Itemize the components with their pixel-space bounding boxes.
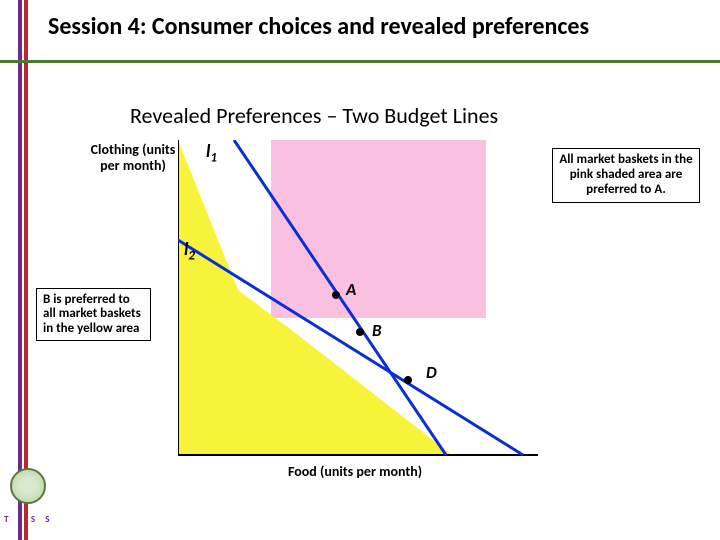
- point-label-a: A: [346, 279, 356, 300]
- label-l1: l1: [206, 140, 217, 166]
- slide-root: Session 4: Consumer choices and revealed…: [0, 0, 720, 540]
- logo-text: T I S S: [4, 514, 53, 525]
- tiss-logo: T I S S: [0, 466, 80, 536]
- note-left-box: B is preferred to all market baskets in …: [36, 288, 151, 341]
- label-l2: l2: [184, 238, 195, 264]
- x-axis-label: Food (units per month): [288, 463, 422, 480]
- chart-area: [178, 140, 538, 470]
- slide-title: Session 4: Consumer choices and revealed…: [48, 12, 698, 41]
- stripe-purple: [18, 0, 22, 540]
- logo-circle-icon: [10, 468, 46, 504]
- title-rule: [0, 60, 720, 63]
- slide-subtitle: Revealed Preferences – Two Budget Lines: [130, 102, 498, 129]
- left-accent-stripes: [18, 0, 30, 540]
- point-label-d: D: [426, 362, 437, 383]
- chart-svg: [178, 140, 538, 475]
- y-axis-label: Clothing (units per month): [88, 142, 178, 174]
- stripe-red: [24, 0, 28, 540]
- note-right-box: All market baskets in the pink shaded ar…: [552, 148, 700, 203]
- point-label-b: B: [372, 320, 382, 341]
